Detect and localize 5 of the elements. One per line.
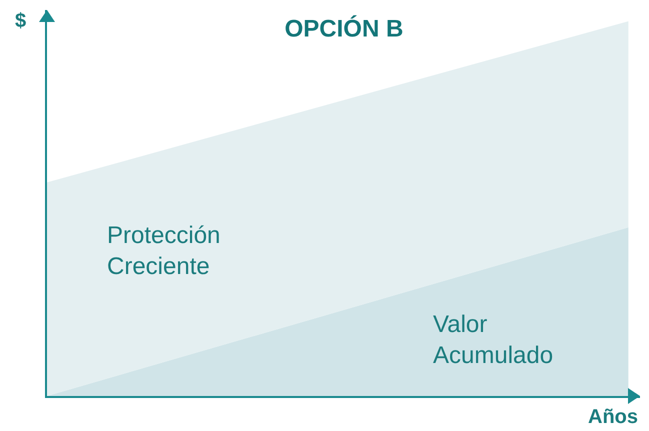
x-axis-title: Años bbox=[588, 406, 638, 428]
series-label: Protección Creciente bbox=[107, 222, 220, 280]
y-axis-title: $ bbox=[15, 10, 26, 32]
series-label: Valor Acumulado bbox=[433, 311, 554, 370]
chart-title: OPCIÓN B bbox=[284, 14, 404, 42]
